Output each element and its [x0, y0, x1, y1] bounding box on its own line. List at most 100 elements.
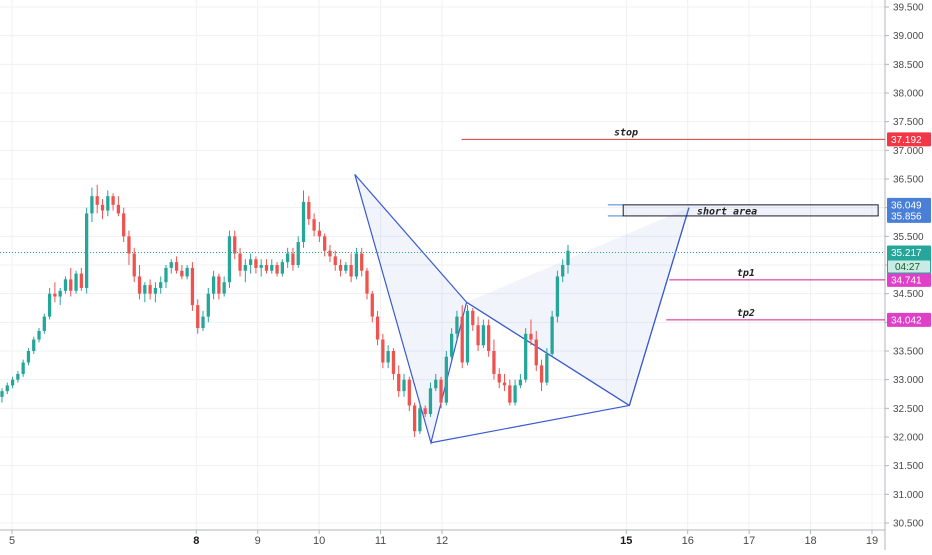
candle-body — [137, 276, 142, 294]
candle-body — [539, 365, 544, 383]
candle-body — [164, 267, 168, 283]
candle-body — [370, 293, 374, 317]
candle-body — [100, 204, 105, 211]
candle-body — [74, 273, 78, 291]
candle-body — [174, 262, 179, 271]
candle-body — [217, 276, 221, 294]
candle-body — [159, 282, 163, 288]
candle-body — [481, 325, 486, 346]
candle-body — [63, 279, 68, 291]
candle-body — [471, 310, 475, 326]
candle-body — [534, 339, 538, 366]
countdown-badge — [888, 260, 930, 273]
short-area-label: short area — [697, 206, 757, 217]
candle-body — [254, 259, 258, 268]
candle-body — [111, 196, 115, 205]
candle-body — [270, 265, 274, 271]
pattern-closing-leg[interactable] — [354, 174, 468, 303]
candle-body — [317, 230, 322, 237]
candle-body — [127, 236, 131, 254]
countdown-label: 04:27 — [895, 262, 920, 273]
y-tick-label: 37.500 — [893, 117, 924, 128]
short-area-top-badge — [887, 197, 931, 212]
candle-body — [375, 316, 380, 340]
candle-body — [465, 310, 470, 363]
short-area-box[interactable] — [622, 204, 879, 217]
candle-body — [513, 385, 517, 403]
candle-body — [153, 287, 158, 294]
candle-body — [529, 333, 533, 340]
y-tick-label: 38.500 — [893, 60, 924, 71]
candle-body — [508, 385, 512, 403]
candle-body — [434, 379, 438, 389]
y-tick-label: 33.500 — [893, 347, 924, 358]
stop-badge-label: 37.192 — [891, 135, 922, 146]
candle-body — [333, 256, 337, 265]
candle-body — [53, 293, 57, 297]
tp2-badge — [887, 312, 931, 327]
candle-body — [259, 265, 263, 268]
candle-body — [201, 316, 205, 329]
candle-body — [122, 213, 126, 237]
y-tick-label: 32.500 — [893, 404, 924, 415]
short-area-bottom-badge-label: 35.856 — [891, 211, 922, 222]
candle-body — [407, 379, 411, 406]
y-tick-label: 32.000 — [893, 433, 924, 444]
candle-body — [307, 201, 311, 220]
candle-body — [502, 382, 507, 386]
candle-body — [492, 351, 496, 374]
y-tick-label: 37.000 — [893, 146, 924, 157]
candle-body — [264, 265, 269, 271]
candle-body — [69, 279, 73, 291]
candle-body — [550, 316, 554, 354]
pattern-closing-leg[interactable] — [430, 404, 630, 444]
tp2-badge-label: 34.042 — [891, 315, 922, 326]
candle-body — [90, 196, 94, 214]
candle-body — [476, 325, 480, 346]
y-tick-label: 38.000 — [893, 89, 924, 100]
x-tick-label: 17 — [743, 535, 755, 547]
candle-body — [354, 253, 359, 277]
y-tick-label: 35.500 — [893, 232, 924, 243]
pattern-closing-leg[interactable] — [628, 207, 690, 406]
y-tick-label: 31.500 — [893, 461, 924, 472]
candle-body — [79, 273, 83, 288]
candle-body — [349, 265, 353, 277]
candle-body — [280, 262, 284, 274]
x-tick-label: 16 — [682, 535, 694, 547]
candle-body — [95, 196, 99, 205]
y-tick-label: 39.500 — [893, 3, 924, 14]
candle-body — [497, 373, 501, 383]
candle-body — [428, 388, 433, 415]
candle-body — [391, 351, 396, 374]
candle-body — [312, 219, 316, 231]
candle-body — [32, 339, 36, 351]
candle-body — [323, 236, 327, 251]
y-tick-label: 39.000 — [893, 31, 924, 42]
x-tick-label: 18 — [804, 535, 816, 547]
candle-body — [386, 351, 390, 363]
pattern-fill-xab — [354, 174, 467, 443]
candle-body — [16, 373, 20, 380]
candle-body — [439, 379, 443, 403]
candle-body — [418, 408, 422, 432]
candle-body — [381, 339, 385, 363]
candle-body — [365, 270, 369, 294]
candle-body — [455, 316, 459, 334]
pattern-fill-bcd — [466, 207, 689, 406]
tp2-label: tp2 — [737, 308, 755, 319]
tp1-badge — [887, 272, 931, 287]
candle-body — [524, 333, 528, 380]
x-tick-label: 19 — [866, 535, 878, 547]
candle-body — [338, 265, 343, 271]
tp1-badge-label: 34.741 — [891, 275, 922, 286]
candle-body — [180, 270, 184, 277]
candle-body — [227, 236, 232, 283]
stop-label: stop — [614, 127, 638, 138]
candle-body — [5, 385, 9, 392]
candle-body — [116, 204, 121, 214]
candle-body — [286, 253, 290, 263]
candle-body — [0, 391, 4, 397]
